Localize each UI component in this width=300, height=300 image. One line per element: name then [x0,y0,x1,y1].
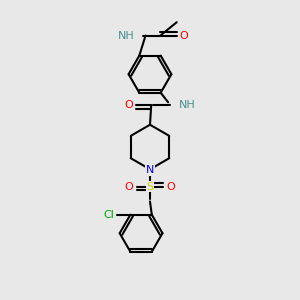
Text: O: O [124,100,133,110]
Text: O: O [125,182,134,192]
Text: NH: NH [118,31,134,40]
Text: O: O [167,182,175,192]
Text: S: S [146,182,154,192]
Text: Cl: Cl [103,210,114,220]
Text: O: O [180,31,189,40]
Text: NH: NH [178,100,195,110]
Text: N: N [146,165,154,175]
